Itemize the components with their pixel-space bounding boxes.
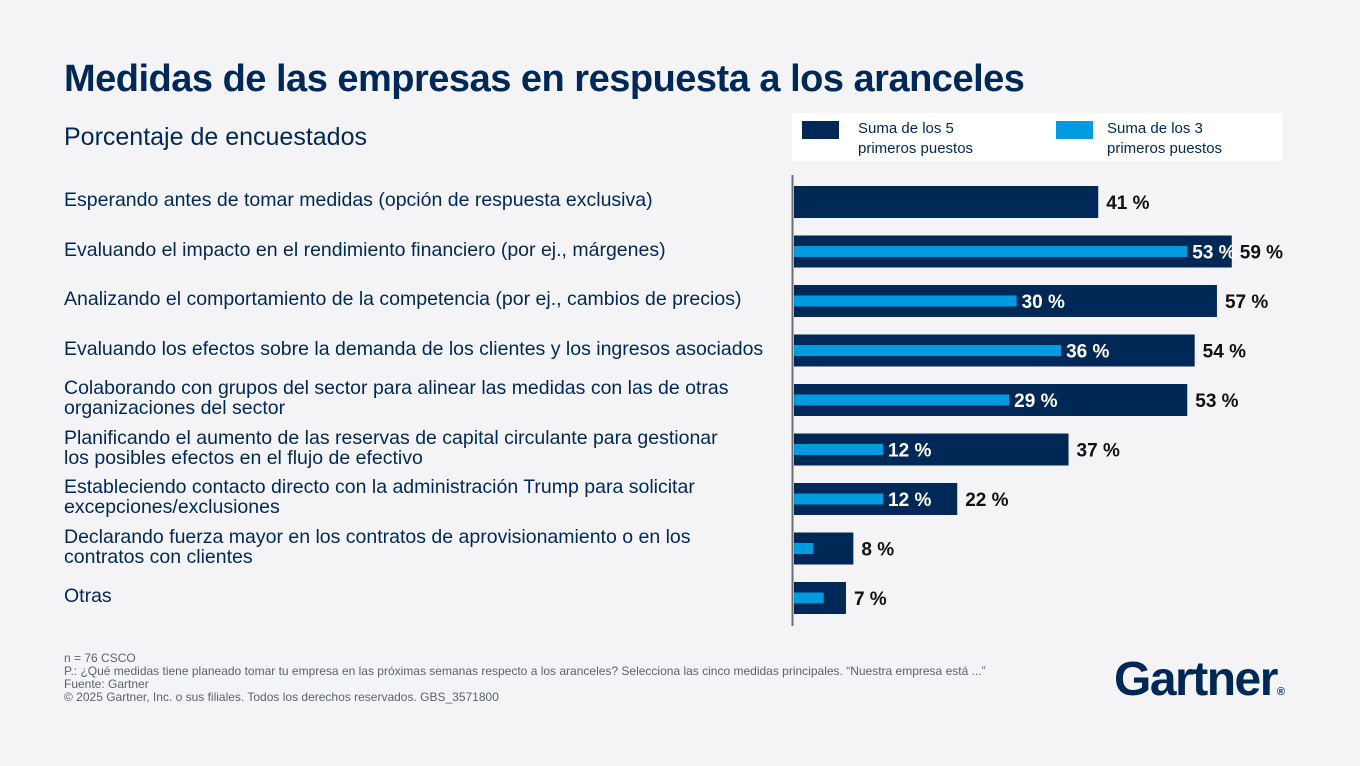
data-label-top5: 41 % (1106, 193, 1149, 214)
data-label-top5: 53 % (1195, 391, 1238, 412)
gartner-logo: Gartner® (1114, 652, 1285, 707)
legend-label-top3-line2: primeros puestos (1107, 140, 1223, 157)
data-label-top5: 57 % (1225, 292, 1268, 313)
data-label-top3: 29 % (1014, 391, 1057, 412)
data-label-top3: 36 % (1066, 342, 1109, 363)
category-label-line: contratos con clientes (64, 545, 253, 568)
bar-top3 (794, 543, 814, 554)
legend-swatch-top3 (1056, 121, 1093, 139)
category-label-line: Evaluando los efectos sobre la demanda d… (64, 337, 764, 360)
chart-title: Medidas de las empresas en respuesta a l… (64, 58, 1025, 100)
category-label: Analizando el comportamiento de la compe… (64, 289, 784, 309)
footer-question: P.: ¿Qué medidas tiene planeado tomar tu… (64, 664, 986, 678)
category-label-line: organizaciones del sector (64, 397, 286, 419)
bar-top3 (794, 444, 884, 455)
legend-label-top5: Suma de los 5 primeros puestos (858, 119, 973, 159)
registered-mark: ® (1276, 686, 1285, 698)
bar-top3 (794, 592, 824, 604)
category-label: Otras (64, 586, 784, 606)
footer-sample-size: n = 76 CSCO (64, 651, 136, 665)
category-label: Esperando antes de tomar medidas (opción… (64, 190, 784, 210)
category-label: Estableciendo contacto directo con la ad… (64, 477, 784, 517)
data-label-top3: 12 % (888, 441, 931, 462)
bar-top3 (794, 394, 1010, 406)
data-label-top3: 53 % (1192, 243, 1235, 264)
category-label: Colaborando con grupos del sector para a… (64, 378, 784, 418)
data-label-top5: 59 % (1240, 243, 1283, 264)
category-label-line: Declarando fuerza mayor en los contratos… (64, 525, 691, 548)
legend-label-top3-line1: Suma de los 3 (1107, 120, 1203, 137)
category-label-line: Estableciendo contacto directo con la ad… (64, 476, 695, 498)
data-label-top3: 12 % (888, 490, 931, 511)
footer-copyright: © 2025 Gartner, Inc. o sus filiales. Tod… (64, 690, 499, 704)
category-label: Declarando fuerza mayor en los contratos… (64, 527, 784, 567)
footer: n = 76 CSCO P.: ¿Qué medidas tiene plane… (64, 652, 986, 704)
bar-top3 (794, 345, 1062, 356)
category-label: Evaluando los efectos sobre la demanda d… (64, 339, 784, 359)
gartner-logo-text: Gartner (1114, 653, 1278, 706)
category-label-line: Planificando el aumento de las reservas … (64, 426, 718, 449)
bar-top3 (794, 493, 884, 505)
category-label-line: Colaborando con grupos del sector para a… (64, 377, 729, 399)
category-label-line: Evaluando el impacto en el rendimiento f… (64, 238, 666, 261)
category-label: Planificando el aumento de las reservas … (64, 428, 784, 468)
data-label-top5: 54 % (1203, 342, 1246, 363)
chart-subtitle: Porcentaje de encuestados (64, 123, 367, 151)
category-label: Evaluando el impacto en el rendimiento f… (64, 240, 784, 260)
bar-top3 (794, 295, 1017, 307)
category-label-line: los posibles efectos en el flujo de efec… (64, 446, 423, 469)
legend-swatch-top5 (802, 121, 839, 139)
data-label-top5: 22 % (965, 490, 1008, 511)
legend-label-top5-line1: Suma de los 5 (858, 120, 954, 137)
data-label-top5: 37 % (1077, 441, 1120, 462)
bar-top5 (794, 186, 1099, 218)
legend-label-top5-line2: primeros puestos (858, 140, 974, 157)
category-label-line: Otras (64, 585, 112, 607)
legend-label-top3: Suma de los 3 primeros puestos (1107, 119, 1222, 159)
bar-top3 (794, 246, 1188, 257)
category-label-line: Analizando el comportamiento de la compe… (64, 288, 742, 310)
footer-source: Fuente: Gartner (64, 677, 149, 691)
legend: Suma de los 5 primeros puestos Suma de l… (792, 113, 1282, 161)
data-label-top5: 8 % (861, 540, 894, 561)
category-label-line: Esperando antes de tomar medidas (opción… (64, 189, 653, 211)
category-label-line: excepciones/exclusiones (64, 496, 280, 518)
data-label-top3: 30 % (1022, 292, 1065, 313)
data-label-top5: 7 % (854, 589, 887, 610)
